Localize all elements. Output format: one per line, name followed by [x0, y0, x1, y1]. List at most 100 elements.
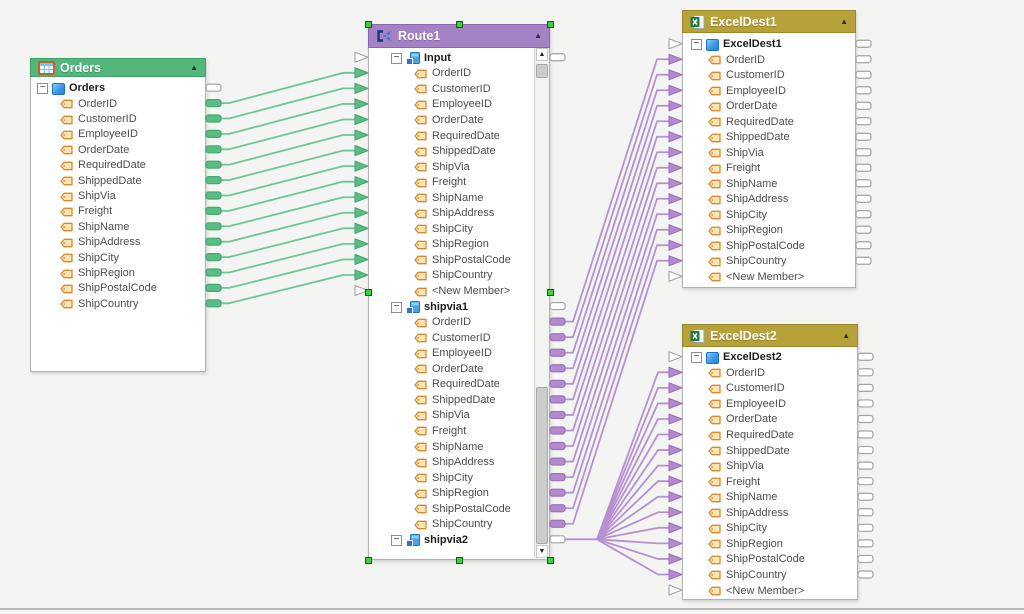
output-port-stub[interactable]	[549, 333, 566, 342]
output-port-stub[interactable]	[549, 488, 566, 497]
input-port-arrow[interactable]	[668, 506, 683, 518]
field-row[interactable]: OrderID	[707, 366, 857, 381]
field-row[interactable]: ShipCity	[413, 222, 533, 237]
input-port-arrow[interactable]	[668, 255, 683, 267]
connection-line[interactable]	[564, 166, 670, 432]
output-port-stub[interactable]	[855, 86, 872, 95]
output-port-stub[interactable]	[857, 570, 874, 579]
input-port-arrow[interactable]	[668, 522, 683, 534]
connection-line[interactable]	[596, 480, 670, 541]
connection-line[interactable]	[220, 274, 356, 305]
field-row[interactable]: ShipName	[59, 220, 205, 235]
field-row[interactable]: ShipCountry	[413, 517, 533, 532]
connection-line[interactable]	[596, 371, 670, 541]
field-row[interactable]: ShippedDate	[413, 393, 533, 408]
field-row[interactable]: OrderDate	[413, 362, 533, 377]
input-port-arrow[interactable]	[668, 366, 683, 378]
input-port-arrow[interactable]	[668, 460, 683, 472]
connection-line[interactable]	[596, 495, 670, 541]
field-row[interactable]: ShipCountry	[59, 297, 205, 312]
output-port-stub[interactable]	[857, 554, 874, 564]
output-port-stub[interactable]	[205, 114, 222, 123]
output-port-stub[interactable]	[549, 317, 566, 326]
node-exceldest1[interactable]: ExcelDest1 ▲ − ExcelDest1 OrderID CustomerID E…	[682, 10, 856, 288]
input-port-arrow[interactable]	[668, 428, 683, 441]
connection-line[interactable]	[564, 213, 670, 479]
input-port-arrow[interactable]	[668, 100, 683, 112]
node-header[interactable]: Route1 ▲	[368, 24, 550, 48]
input-port-arrow[interactable]	[668, 475, 683, 487]
output-port-stub[interactable]	[549, 519, 566, 528]
field-row[interactable]: ShipName	[707, 177, 855, 192]
connection-line[interactable]	[220, 118, 356, 151]
expand-toggle[interactable]: −	[391, 301, 402, 313]
input-port-arrow[interactable]	[668, 162, 683, 174]
output-port-stub[interactable]	[549, 473, 566, 482]
output-port-stub[interactable]	[855, 256, 872, 265]
connection-line[interactable]	[220, 134, 356, 166]
output-port-stub[interactable]	[205, 145, 222, 154]
input-port-arrow[interactable]	[354, 67, 369, 79]
field-row[interactable]: ShipVia	[413, 408, 533, 423]
scroll-up-button[interactable]: ▲	[536, 48, 548, 61]
connection-line[interactable]	[220, 211, 356, 243]
output-port-stub[interactable]	[549, 395, 566, 404]
input-port-arrow[interactable]	[668, 193, 683, 205]
output-port-stub[interactable]	[549, 504, 566, 513]
output-port-stub[interactable]	[857, 539, 874, 548]
field-row[interactable]: ShipCity	[707, 521, 857, 536]
scrollbar-thumb[interactable]	[536, 387, 548, 544]
output-port-stub[interactable]	[549, 410, 566, 420]
input-port-arrow[interactable]	[354, 82, 369, 94]
expand-toggle[interactable]: −	[391, 534, 402, 546]
output-port-stub[interactable]	[205, 268, 222, 277]
output-port-stub[interactable]	[855, 179, 872, 188]
node-header[interactable]: ExcelDest2 ▲	[682, 324, 858, 347]
output-port-stub[interactable]	[205, 206, 222, 215]
collapse-icon[interactable]: ▲	[190, 62, 198, 72]
connection-line[interactable]	[564, 151, 670, 416]
input-port-arrow[interactable]	[668, 115, 683, 127]
connection-line[interactable]	[596, 386, 670, 541]
input-port-arrow[interactable]	[668, 568, 683, 581]
node-header[interactable]: Orders ▲	[30, 58, 206, 77]
node-root-row[interactable]: − shipvia2	[391, 533, 533, 548]
field-row[interactable]: EmployeeID	[413, 97, 533, 112]
field-row[interactable]: CustomerID	[707, 68, 855, 83]
field-row[interactable]: Freight	[413, 424, 533, 439]
input-port-arrow[interactable]	[354, 207, 369, 219]
field-row[interactable]: ShipPostalCode	[59, 281, 205, 296]
input-port-arrow[interactable]	[668, 84, 683, 96]
input-port-arrow[interactable]	[668, 208, 683, 220]
connection-line[interactable]	[564, 244, 670, 510]
connection-line[interactable]	[596, 538, 670, 560]
output-port-stub[interactable]	[549, 379, 566, 388]
output-port-stub[interactable]	[857, 430, 874, 439]
connection-line[interactable]	[564, 182, 670, 447]
input-port-arrow[interactable]	[354, 113, 369, 126]
output-port-stub[interactable]	[205, 129, 222, 138]
field-row[interactable]: ShipAddress	[707, 192, 855, 207]
output-port-stub[interactable]	[855, 194, 872, 203]
input-port-arrow[interactable]	[354, 191, 369, 203]
input-port-arrow[interactable]	[668, 224, 683, 236]
field-row[interactable]: Freight	[707, 475, 857, 490]
selection-handle[interactable]	[364, 556, 372, 564]
field-row[interactable]: ShipVia	[59, 189, 205, 204]
field-row[interactable]: CustomerID	[707, 381, 857, 396]
field-row[interactable]: ShipCity	[707, 208, 855, 223]
node-route1[interactable]: Route1 ▲ − Input OrderID CustomerID EmployeeID…	[368, 24, 550, 560]
connection-line[interactable]	[596, 418, 670, 541]
input-port-arrow[interactable]	[668, 270, 683, 282]
connection-line[interactable]	[564, 228, 670, 494]
field-row[interactable]: ShipRegion	[707, 537, 857, 552]
field-row[interactable]: ShipPostalCode	[707, 239, 855, 254]
field-row[interactable]: ShippedDate	[707, 130, 855, 145]
connection-line[interactable]	[564, 58, 670, 323]
input-port-arrow[interactable]	[668, 239, 683, 251]
input-port-arrow[interactable]	[668, 131, 683, 143]
output-port-stub[interactable]	[855, 210, 872, 219]
input-port-arrow[interactable]	[668, 69, 683, 81]
field-row[interactable]: CustomerID	[413, 331, 533, 346]
field-row[interactable]: ShipVia	[707, 459, 857, 474]
